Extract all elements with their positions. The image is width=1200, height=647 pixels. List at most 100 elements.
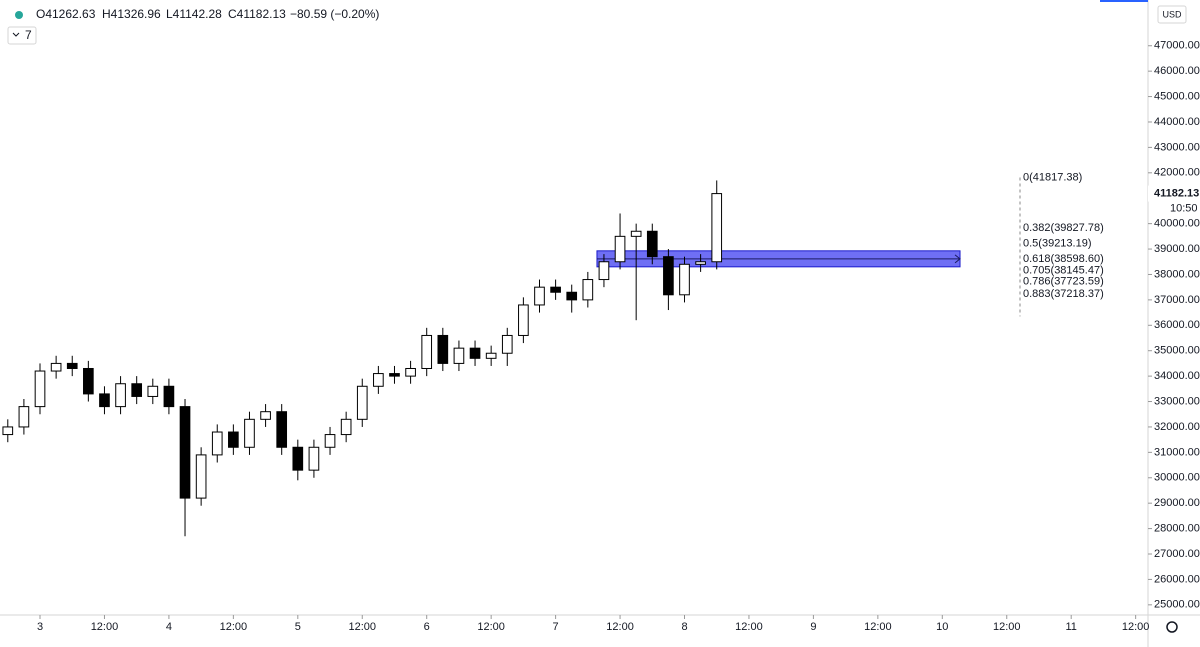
y-tick-label: 30000.00 [1154, 472, 1200, 484]
y-tick-label: 39000.00 [1154, 243, 1200, 255]
zone-arrow [596, 254, 961, 264]
fib-label: 0.786(37723.59) [1023, 275, 1104, 287]
y-tick-label: 37000.00 [1154, 294, 1200, 306]
y-tick-label: 35000.00 [1154, 345, 1200, 357]
candle-body [437, 334, 449, 364]
change-value: −80.59 (−0.20%) [290, 7, 379, 21]
x-tick-label: 8 [681, 621, 687, 633]
candle-body [147, 385, 159, 397]
y-tick-label: 36000.00 [1154, 319, 1200, 331]
x-tick-label: 12:00 [220, 621, 248, 633]
low-value: L41142.28 [166, 7, 222, 21]
y-tick-label: 32000.00 [1154, 421, 1200, 433]
fib-label: 0.705(38145.47) [1023, 265, 1104, 277]
x-tick-label: 5 [295, 621, 301, 633]
header: O41262.63 H41326.96 L41142.28 C41182.13 … [36, 7, 379, 21]
fib-label: 0.618(38598.60) [1023, 253, 1104, 265]
y-tick-label: 47000.00 [1154, 40, 1200, 52]
candle-body [50, 362, 62, 372]
interval-button[interactable] [7, 26, 37, 45]
open-value: O41262.63 [36, 7, 96, 21]
candle-body [711, 193, 723, 263]
x-tick-label: 9 [810, 621, 816, 633]
candle-body [66, 362, 78, 369]
high-value: H41326.96 [102, 7, 161, 21]
candle-body [276, 411, 288, 448]
x-tick-label: 7 [553, 621, 559, 633]
candle-body [501, 334, 513, 354]
candle-body [244, 418, 255, 448]
candle-body [260, 411, 271, 420]
candle-body [469, 347, 481, 359]
candle-body [566, 291, 578, 301]
candle-body [405, 367, 416, 377]
candle-body [292, 446, 304, 471]
candle-body [195, 454, 207, 499]
candle-body [131, 383, 143, 397]
candle-body [324, 434, 336, 448]
candle-body [485, 352, 497, 359]
x-tick-label: 12:00 [864, 621, 892, 633]
candle-body [646, 230, 658, 258]
currency-badge[interactable] [1157, 5, 1187, 24]
candle-body [663, 256, 674, 296]
chevron-icon [12, 32, 20, 37]
candle-body [453, 347, 465, 364]
y-tick-label: 31000.00 [1154, 446, 1200, 458]
candle-body [695, 261, 706, 265]
candle-body [18, 406, 30, 428]
candle-body [211, 431, 223, 456]
candle-body [115, 383, 126, 408]
x-tick-label: 12:00 [91, 621, 119, 633]
y-tick-label: 38000.00 [1154, 268, 1200, 280]
y-tick-label: 45000.00 [1154, 90, 1200, 102]
settings-icon[interactable] [1166, 621, 1178, 633]
candle-body [598, 261, 610, 281]
interval: 7 [25, 28, 32, 42]
x-tick-label: 12:00 [1122, 621, 1150, 633]
x-tick-label: 10 [936, 621, 948, 633]
candle-body [356, 385, 368, 420]
y-tick-label: 40000.00 [1154, 218, 1200, 230]
y-tick-label: 46000.00 [1154, 65, 1200, 77]
y-tick-label: 26000.00 [1154, 573, 1200, 585]
x-tick-label: 12:00 [477, 621, 505, 633]
x-tick-label: 12:00 [348, 621, 376, 633]
close-value: C41182.13 [228, 7, 286, 21]
candle-body [614, 235, 626, 263]
y-tick-label: 29000.00 [1154, 497, 1200, 509]
candle-body [630, 230, 642, 237]
last-price-tag [1148, 185, 1200, 202]
x-tick-label: 12:00 [993, 621, 1021, 633]
candle-body [340, 418, 352, 436]
candle-body [550, 286, 561, 293]
y-tick-label: 43000.00 [1154, 141, 1200, 153]
candle-body [308, 446, 320, 471]
y-tick-label: 42000.00 [1154, 167, 1200, 179]
y-tick-label: 33000.00 [1154, 395, 1200, 407]
fib-label: 0.883(37218.37) [1023, 288, 1104, 300]
y-tick-label: 27000.00 [1154, 548, 1200, 560]
candle-body [518, 304, 529, 336]
countdown: 10:50 [1170, 203, 1198, 215]
candle-body [179, 406, 191, 499]
x-tick-label: 12:00 [735, 621, 763, 633]
y-tick-label: 28000.00 [1154, 523, 1200, 535]
candle-body [228, 431, 239, 448]
candle-body [582, 279, 594, 301]
y-tick-label: 25000.00 [1154, 599, 1200, 611]
x-tick-label: 12:00 [606, 621, 634, 633]
y-tick-label: 34000.00 [1154, 370, 1200, 382]
candle-body [83, 367, 94, 395]
candle-body [421, 334, 433, 369]
candle-body [2, 426, 14, 436]
candle-body [679, 263, 690, 296]
status-dot[interactable] [15, 11, 23, 19]
candle-body [34, 370, 46, 408]
y-tick-label: 44000.00 [1154, 116, 1200, 128]
candle-body [99, 393, 110, 408]
fib-label: 0.5(39213.19) [1023, 238, 1092, 250]
